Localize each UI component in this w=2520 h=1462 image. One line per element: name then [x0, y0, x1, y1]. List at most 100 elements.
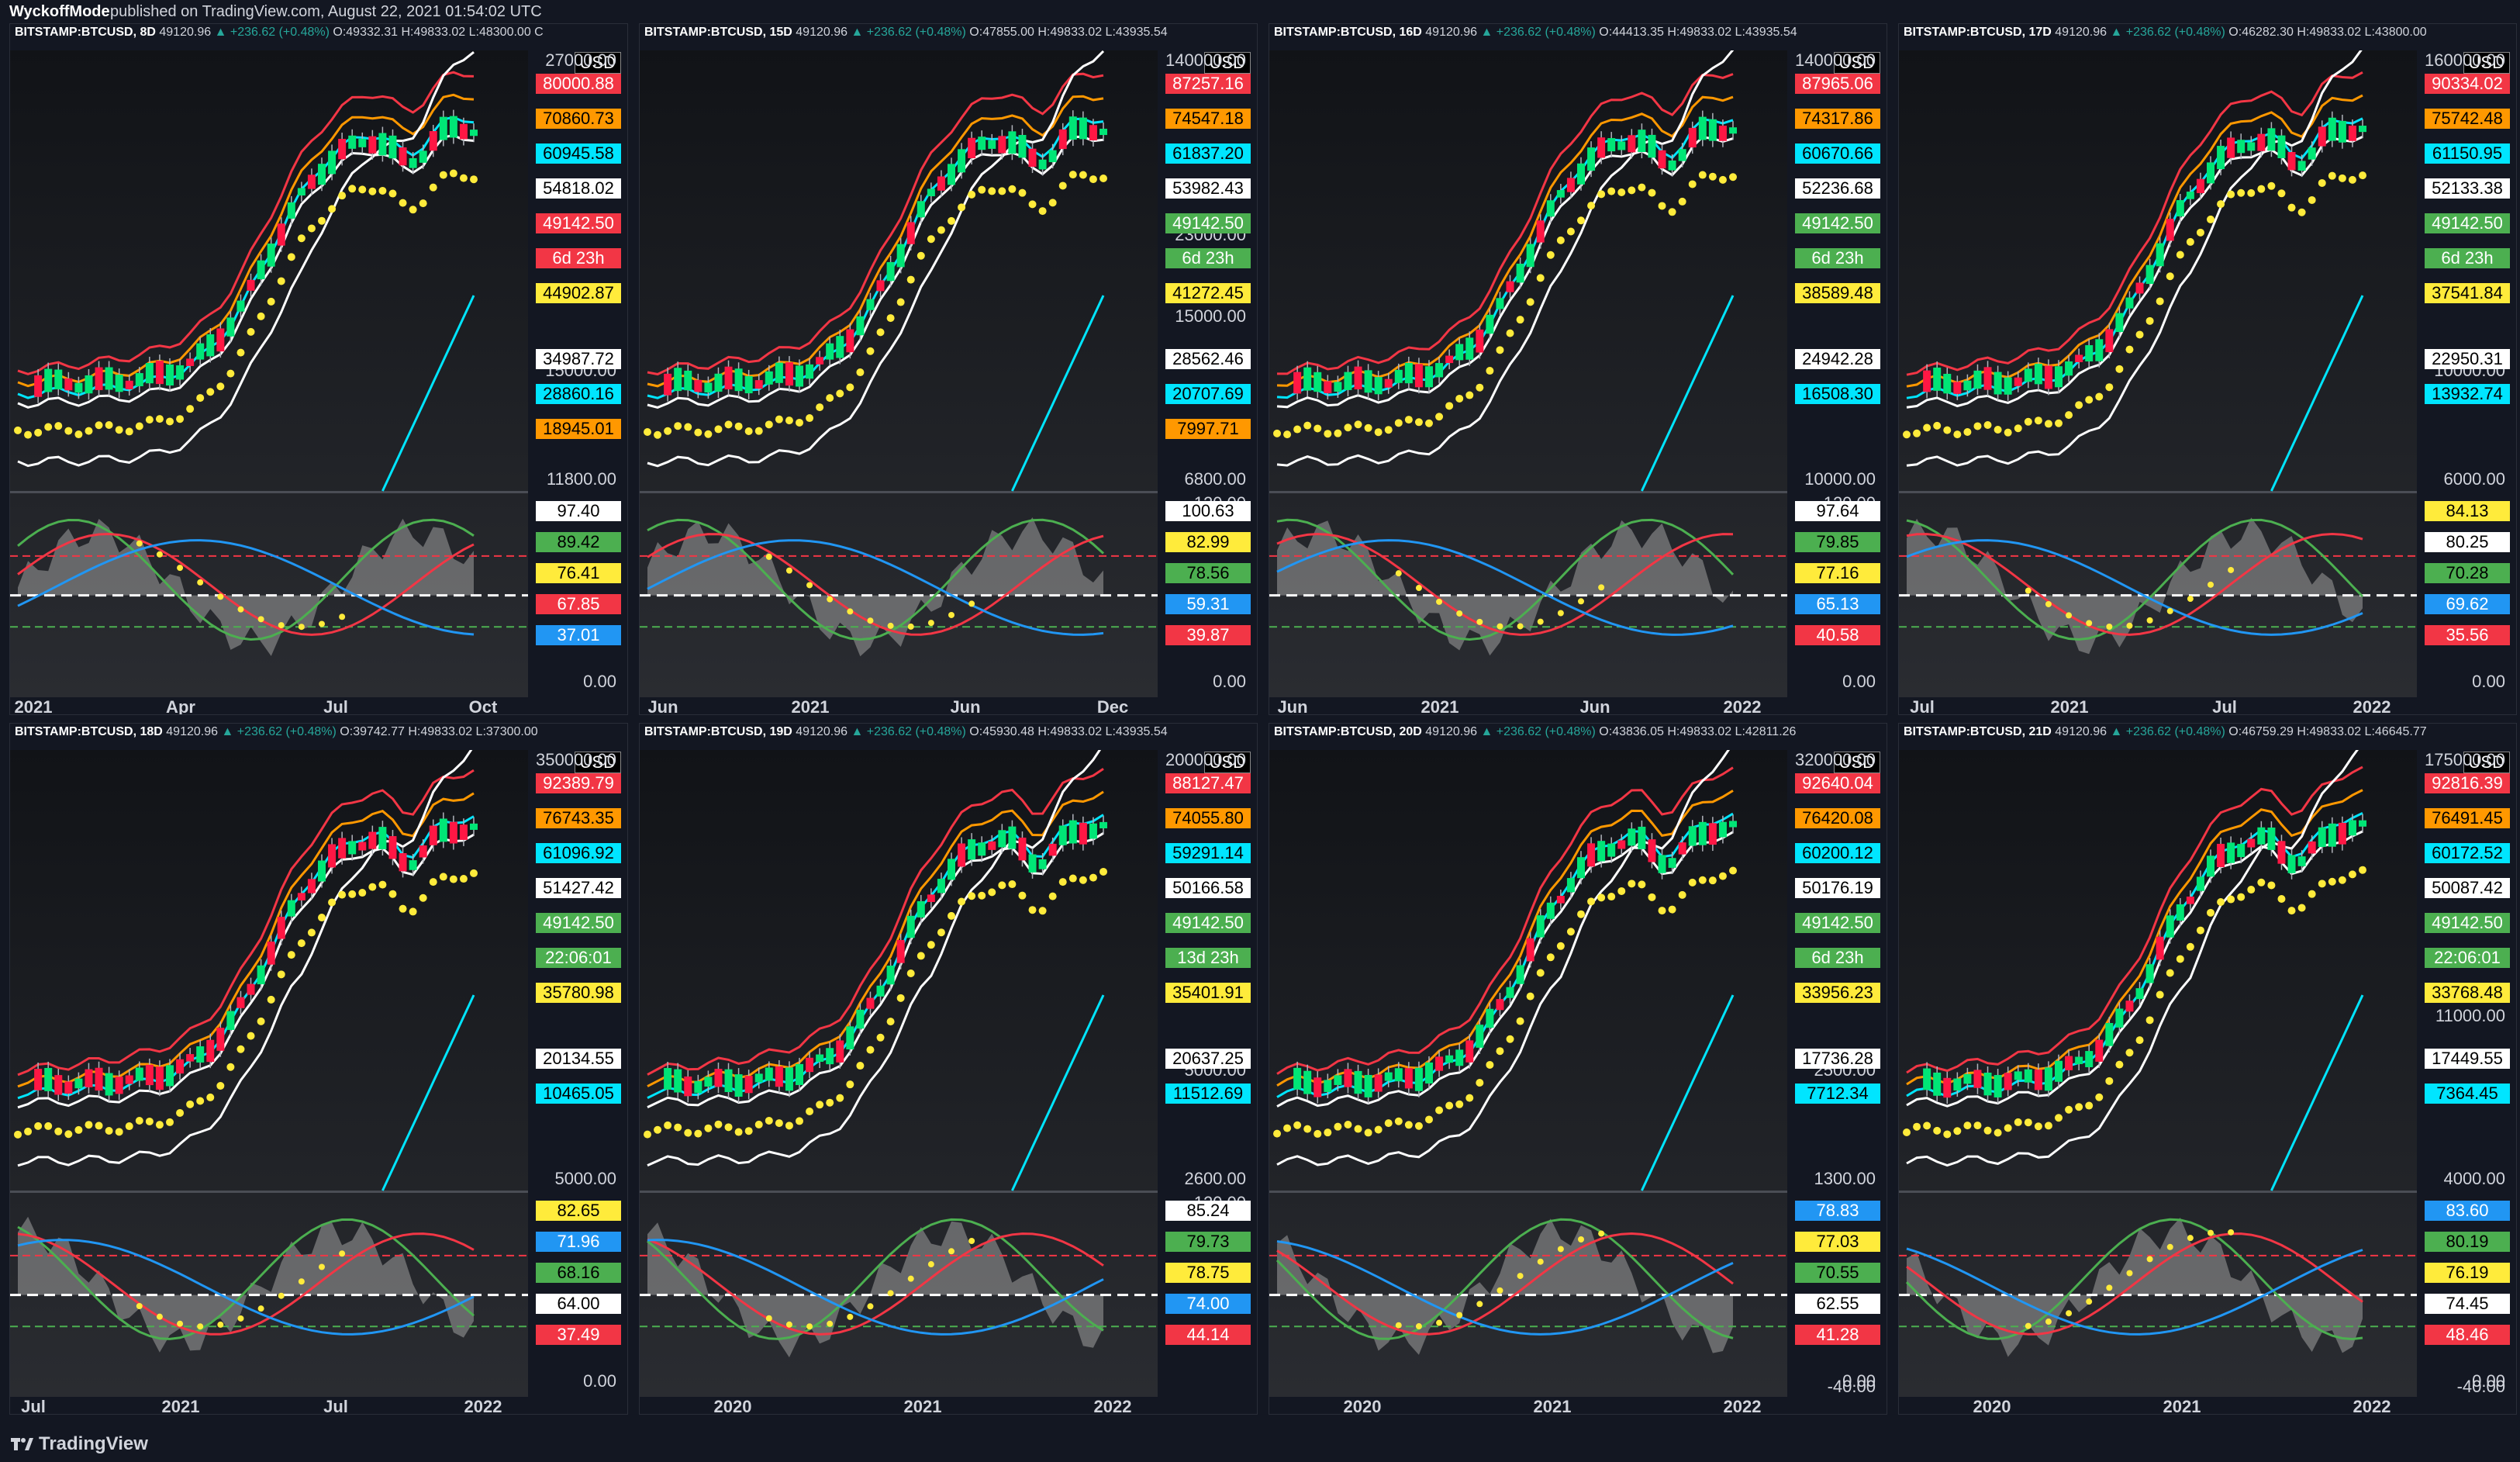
- candle: [1587, 147, 1596, 171]
- dot-marker: [765, 1116, 773, 1125]
- time-axis[interactable]: Jul 2021 Jul 2022: [10, 1397, 528, 1414]
- candle: [937, 176, 945, 191]
- tradingview-logo-icon[interactable]: [9, 1432, 34, 1457]
- dot-marker: [1577, 910, 1585, 918]
- dot-marker: [1058, 878, 1067, 887]
- pane-separator[interactable]: [640, 1191, 1158, 1193]
- currency-badge[interactable]: USD: [1203, 752, 1251, 773]
- dot-marker: [734, 422, 743, 430]
- oscillator-dot: [827, 596, 834, 603]
- time-axis[interactable]: 2020 2021 2022: [640, 1397, 1158, 1414]
- currency-badge[interactable]: USD: [574, 52, 621, 74]
- pane-separator[interactable]: [640, 491, 1158, 493]
- candle: [2105, 1022, 2114, 1046]
- price-axis[interactable]: USD320000.005000.002500.001300.0092640.0…: [1787, 750, 1887, 1397]
- chart-svg[interactable]: [1269, 50, 1787, 697]
- chart-panel[interactable]: BITSTAMP:BTCUSD, 20D 49120.96 ▲ +236.62 …: [1269, 723, 1887, 1415]
- dot-marker: [1068, 874, 1077, 883]
- chart-svg[interactable]: [640, 750, 1158, 1397]
- pane-separator[interactable]: [1899, 491, 2417, 493]
- candle: [439, 116, 447, 140]
- time-axis[interactable]: Jun 2021 Jun Dec: [640, 697, 1158, 714]
- dot-marker: [2186, 237, 2194, 246]
- price-axis[interactable]: USD140000.0023000.0015000.0010000.006800…: [1158, 50, 1257, 697]
- dot-marker: [978, 891, 986, 900]
- oscillator-dot: [278, 1292, 285, 1299]
- time-axis[interactable]: 2020 2021 2022: [1269, 1397, 1787, 1414]
- time-tick-label: Jul: [1910, 697, 1935, 715]
- pane-separator[interactable]: [1269, 491, 1787, 493]
- chart-panel[interactable]: BITSTAMP:BTCUSD, 16D 49120.96 ▲ +236.62 …: [1269, 23, 1887, 715]
- price-level-label: 22:06:01: [2425, 948, 2510, 968]
- pane-separator[interactable]: [10, 1191, 528, 1193]
- candle: [2186, 897, 2194, 904]
- tradingview-brand[interactable]: TradingView: [39, 1433, 148, 1454]
- price-level-label: 92816.39: [2425, 773, 2510, 793]
- candle: [2085, 345, 2094, 361]
- time-tick-label: 2020: [1973, 1397, 2011, 1415]
- currency-badge[interactable]: USD: [2463, 752, 2510, 773]
- price-tick-label: 10000.00: [1804, 469, 1876, 489]
- dot-marker: [145, 416, 154, 424]
- price-axis[interactable]: USD27000.0021000.0015000.0011800.0080000…: [528, 50, 627, 697]
- dot-marker: [24, 430, 33, 439]
- price-axis[interactable]: USD 350000.00 5000.00 92389.79 76743.35 61096…: [528, 750, 627, 1397]
- currency-badge[interactable]: USD: [574, 752, 621, 773]
- time-axis[interactable]: Jun 2021 Jun 2022: [1269, 697, 1787, 714]
- author-name[interactable]: WyckoffMode: [9, 3, 110, 20]
- candle: [724, 366, 733, 390]
- candle: [1445, 355, 1454, 364]
- candle: [358, 138, 367, 147]
- chart-panel[interactable]: BITSTAMP:BTCUSD, 18D 49120.96 ▲ +236.62 …: [9, 723, 628, 1415]
- time-axis[interactable]: 2020 2021 2022: [1899, 1397, 2417, 1415]
- dot-marker: [1628, 880, 1636, 888]
- chart-svg[interactable]: [640, 50, 1158, 697]
- pane-separator[interactable]: [1269, 1191, 1787, 1193]
- price-axis[interactable]: USD 140000.00 10000.00 87965.06 74317.86 6067…: [1787, 50, 1887, 697]
- dot-marker: [419, 199, 427, 208]
- dot-marker: [1729, 866, 1737, 875]
- price-level-label: 92640.04: [1795, 773, 1880, 793]
- dot-marker: [1435, 413, 1444, 421]
- time-axis[interactable]: 2021 Apr Jul Oct: [10, 697, 528, 714]
- price-axis[interactable]: USD160000.0018000.0010000.006000.0090334…: [2417, 50, 2516, 697]
- price-axis[interactable]: USD200000.0010000.005000.002600.0088127.…: [1158, 750, 1257, 1397]
- currency-badge[interactable]: USD: [1203, 52, 1251, 74]
- chart-svg[interactable]: [10, 750, 528, 1397]
- candle: [2247, 142, 2256, 151]
- chart-svg[interactable]: [1899, 50, 2417, 697]
- currency-badge[interactable]: USD: [1833, 52, 1880, 74]
- dot-marker: [2267, 881, 2276, 890]
- candle: [44, 1067, 53, 1091]
- candle: [318, 164, 326, 185]
- currency-badge[interactable]: USD: [1833, 752, 1880, 773]
- time-axis[interactable]: Jul 2021 Jul 2022: [1899, 697, 2417, 715]
- candle: [1089, 823, 1097, 839]
- chart-svg[interactable]: [1899, 750, 2417, 1397]
- price-axis[interactable]: USD 175000.00 11000.00 4000.00 92816.39 76491…: [2417, 750, 2516, 1397]
- chart-panel[interactable]: BITSTAMP:BTCUSD, 21D 49120.96 ▲ +236.62 …: [1898, 723, 2517, 1415]
- chart-panel[interactable]: BITSTAMP:BTCUSD, 17D 49120.96 ▲ +236.62 …: [1898, 23, 2517, 715]
- chart-svg[interactable]: [1269, 750, 1787, 1397]
- price-level-label: 13932.74: [2425, 384, 2510, 404]
- oscillator-dot: [765, 553, 772, 560]
- chart-panel[interactable]: BITSTAMP:BTCUSD, 19D 49120.96 ▲ +236.62 …: [639, 723, 1258, 1415]
- chart-panel[interactable]: BITSTAMP:BTCUSD, 8D 49120.96 ▲ +236.62 (…: [9, 23, 628, 715]
- dot-marker: [896, 298, 905, 306]
- pane-separator[interactable]: [1899, 1191, 2417, 1193]
- currency-badge[interactable]: USD: [2463, 52, 2510, 74]
- oscillator-tick-label: 0.00: [583, 672, 616, 691]
- price-level-label: 18945.01: [536, 419, 621, 439]
- candle: [2227, 842, 2235, 863]
- chart-svg[interactable]: [10, 50, 528, 697]
- price-level-label: 52133.38: [2425, 178, 2510, 199]
- candle: [419, 150, 427, 163]
- dot-marker: [1344, 1120, 1352, 1128]
- dot-marker: [937, 226, 945, 234]
- chart-panel[interactable]: BITSTAMP:BTCUSD, 15D 49120.96 ▲ +236.62 …: [639, 23, 1258, 715]
- candle: [74, 1078, 83, 1089]
- pane-separator[interactable]: [10, 491, 528, 493]
- dot-marker: [267, 995, 275, 1004]
- oscillator-dot: [867, 617, 874, 624]
- candle: [1354, 366, 1362, 389]
